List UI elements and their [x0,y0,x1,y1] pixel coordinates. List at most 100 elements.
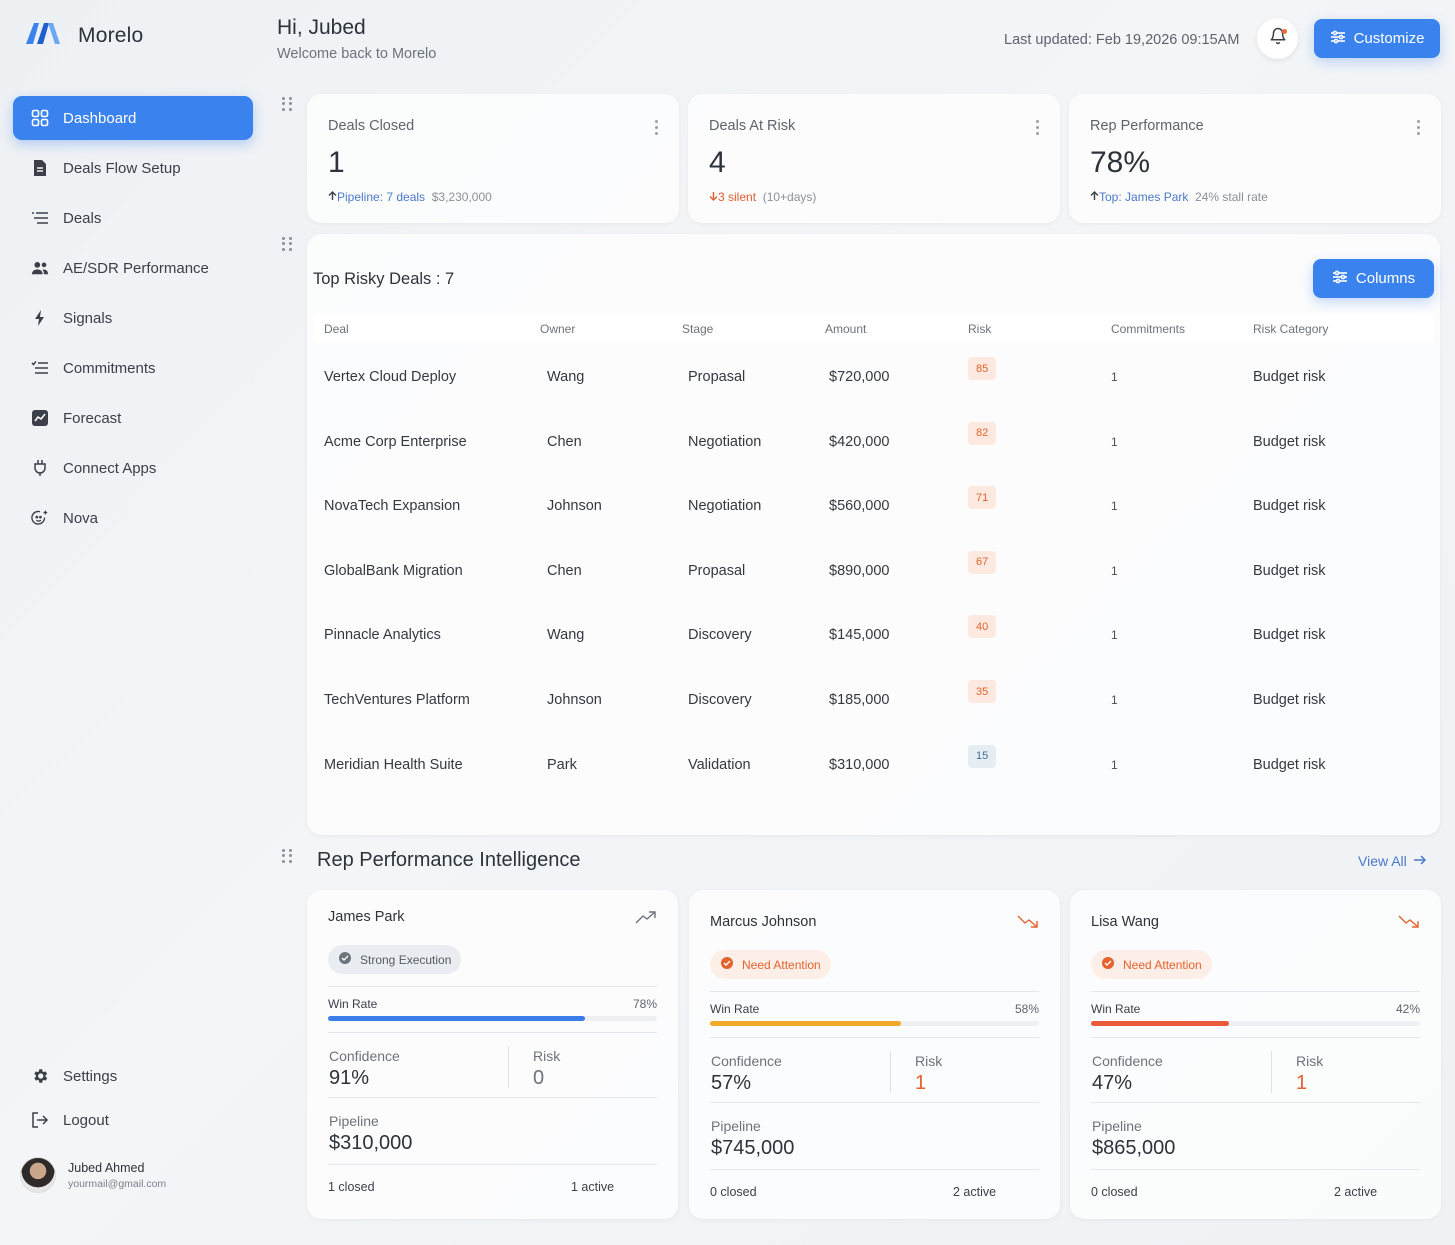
divider [890,1051,891,1093]
stat-card: Deals At Risk 4 3 silent (10+days) [688,94,1060,223]
table-header: Deal Owner Stage Amount Risk Commitments Risk … [313,313,1434,343]
deal-amount: $145,000 [829,627,890,644]
risk-badge: 15 [968,744,997,768]
last-updated: Last updated: Feb 19,2026 09:15AM [1004,32,1240,48]
risk-badge: 40 [968,615,997,639]
win-rate-value: 78% [632,997,657,1011]
table-row[interactable]: NovaTech Expansion Johnson Negotiation $560… [313,486,1434,536]
sidebar-item-dashboard[interactable]: Dashboard [13,96,253,140]
status-label: Need Attention [1123,957,1202,972]
risk-value: 0 [533,1067,545,1089]
status-badge: Strong Execution [328,945,462,974]
customize-label: Customize [1353,30,1425,47]
sidebar-nav: Dashboard Deals Flow Setup Deals AE/SDR Per… [13,96,253,546]
win-rate-label: Win Rate [1091,1002,1141,1016]
sidebar-item-label: Commitments [63,359,156,377]
column-header[interactable]: Risk Category [1253,322,1329,336]
risk-value: 1 [915,1072,927,1094]
confidence-value: 57% [711,1072,752,1094]
rep-card[interactable]: Marcus Johnson Need Attention Win Rate 58% C… [689,890,1060,1219]
status-badge: Need Attention [710,950,831,979]
stat-highlight: Pipeline: 7 deals [337,190,426,204]
drag-handle-icon[interactable] [282,849,294,863]
plug-icon [31,459,49,477]
risk-category: Budget risk [1253,756,1326,773]
brand[interactable]: Morelo [24,20,143,51]
rep-card[interactable]: Lisa Wang Need Attention Win Rate 42% Confid… [1070,890,1441,1219]
arrow-up-icon [1090,190,1099,204]
stat-title: Rep Performance [1090,118,1204,134]
table-row[interactable]: Acme Corp Enterprise Chen Negotiation $420,… [313,421,1434,472]
commitments-count: 1 [1111,757,1118,772]
more-options-icon[interactable] [1417,120,1420,135]
deal-stage: Discovery [688,692,752,708]
trend-down-icon [1017,915,1039,934]
sidebar-item-deals-flow-setup[interactable]: Deals Flow Setup [13,146,253,190]
deal-name: GlobalBank Migration [324,562,463,579]
more-options-icon[interactable] [1036,120,1039,135]
stat-title: Deals Closed [328,118,415,134]
deal-name: Meridian Health Suite [324,756,463,773]
table-row[interactable]: Pinnacle Analytics Wang Discovery $145,000 4… [313,615,1434,665]
sidebar-item-forecast[interactable]: Forecast [13,396,253,440]
column-header[interactable]: Owner [540,322,576,336]
win-rate-fill [328,1016,585,1021]
sidebar-item-label: Nova [63,509,99,527]
confidence-value: 91% [329,1067,370,1089]
divider [1091,1169,1420,1170]
sidebar-item-signals[interactable]: Signals [13,296,253,340]
user-profile[interactable]: Jubed Ahmed yourmail@gmail.com [20,1157,166,1193]
users-icon [31,259,49,277]
sidebar-item-label: Deals [63,209,102,227]
sidebar-item-label: Dashboard [63,109,137,127]
stat-footnote: Pipeline: 7 deals $3,230,000 [328,190,658,204]
notifications-button[interactable] [1257,18,1298,59]
risk-category: Budget risk [1253,562,1326,579]
sidebar-item-commitments[interactable]: Commitments [13,346,253,390]
table-row[interactable]: Meridian Health Suite Park Validation $310,… [313,744,1434,795]
more-options-icon[interactable] [655,120,658,135]
user-email: yourmail@gmail.com [68,1177,167,1190]
commitments-count: 1 [1111,563,1118,578]
sidebar-item-label: Deals Flow Setup [63,159,181,177]
drag-handle-icon[interactable] [282,97,294,111]
sidebar-item-settings[interactable]: Settings [13,1054,253,1098]
commitments-count: 1 [1111,628,1118,643]
deal-amount: $185,000 [829,692,890,708]
column-header[interactable]: Amount [825,322,867,336]
user-name: Jubed Ahmed [68,1160,145,1175]
risk-category: Budget risk [1253,369,1326,385]
customize-button[interactable]: Customize [1314,19,1440,58]
stat-value: 1 [328,146,345,179]
deal-stage: Negotiation [688,498,762,515]
stat-footnote: 3 silent (10+days) [709,190,1039,204]
sidebar-item-nova[interactable]: Nova [13,496,253,540]
avatar [20,1157,56,1193]
sidebar: Morelo Dashboard Deals Flow Setup Deals AE/… [0,0,268,1245]
closed-count: 0 closed [710,1185,757,1199]
risk-badge: 71 [968,486,997,510]
table-row[interactable]: GlobalBank Migration Chen Propasal $890,000… [313,550,1434,601]
column-header[interactable]: Stage [682,322,714,336]
rep-card[interactable]: James Park Strong Execution Win Rate 78% Con… [307,890,678,1219]
sidebar-item-ae-sdr-performance[interactable]: AE/SDR Performance [13,246,253,290]
deal-owner: Park [547,756,577,773]
arrow-right-icon [1413,853,1427,869]
rep-name: Marcus Johnson [710,914,817,930]
columns-label: Columns [1355,270,1416,287]
table-row[interactable]: Vertex Cloud Deploy Wang Propasal $720,000 8… [313,357,1434,407]
column-header[interactable]: Deal [324,322,349,336]
sidebar-item-connect-apps[interactable]: Connect Apps [13,446,253,490]
columns-button[interactable]: Columns [1313,259,1434,298]
drag-handle-icon[interactable] [282,237,294,251]
deal-name: Acme Corp Enterprise [324,433,467,450]
view-all-link[interactable]: View All [1358,853,1427,869]
column-header[interactable]: Commitments [1111,322,1186,336]
sidebar-item-deals[interactable]: Deals [13,196,253,240]
column-header[interactable]: Risk [968,322,992,336]
win-rate-bar [328,1016,657,1021]
stat-card: Deals Closed 1 Pipeline: 7 deals $3,230,00… [307,94,679,223]
table-row[interactable]: TechVentures Platform Johnson Discovery $18… [313,680,1434,730]
sidebar-item-logout[interactable]: Logout [13,1098,253,1142]
risk-badge: 67 [968,550,997,574]
